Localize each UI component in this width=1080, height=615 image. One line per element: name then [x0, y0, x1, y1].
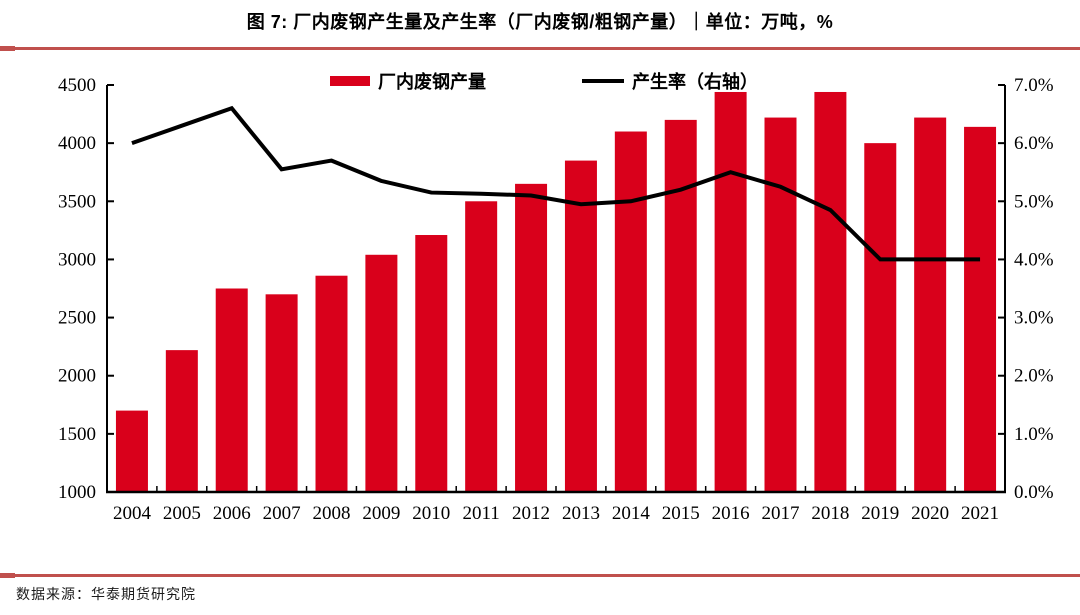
bar-2020 [914, 117, 947, 492]
top-divider [0, 46, 1080, 51]
left-axis-label: 4000 [58, 133, 96, 154]
x-axis-label-2007: 2007 [263, 503, 301, 524]
x-axis-label-2018: 2018 [811, 503, 849, 524]
right-axis-label: 3.0% [1014, 308, 1054, 329]
bar-2010 [415, 235, 448, 492]
x-axis-label-2004: 2004 [113, 503, 152, 524]
right-axis-label: 2.0% [1014, 366, 1054, 387]
right-axis-label: 7.0% [1014, 75, 1054, 96]
bar-series-label: 厂内废钢产量 [378, 72, 486, 92]
bar-2015 [664, 119, 697, 492]
bar-2009 [365, 254, 398, 492]
bottom-divider [0, 573, 1080, 578]
left-axis-label: 1500 [58, 424, 96, 445]
x-axis-label-2012: 2012 [512, 503, 550, 524]
x-axis-label-2019: 2019 [861, 503, 899, 524]
bar-2016 [714, 91, 747, 492]
bar-2012 [515, 183, 548, 493]
bar-2018 [814, 91, 847, 492]
right-axis-label: 5.0% [1014, 191, 1054, 212]
x-axis-label-2006: 2006 [213, 503, 251, 524]
x-axis-label-2010: 2010 [412, 503, 450, 524]
line-series-label: 产生率（右轴） [632, 72, 758, 92]
x-axis-label-2016: 2016 [712, 503, 750, 524]
x-axis-label-2005: 2005 [163, 503, 201, 524]
x-axis-label-2021: 2021 [961, 503, 999, 524]
x-axis-label-2011: 2011 [463, 503, 500, 524]
figure-title: 图 7: 厂内废钢产生量及产生率（厂内废钢/粗钢产量）｜单位：万吨，% [246, 12, 834, 32]
x-axis-label-2015: 2015 [662, 503, 700, 524]
bar-2011 [465, 201, 498, 493]
bar-2004 [115, 410, 148, 492]
left-axis-label: 1000 [58, 482, 96, 503]
left-axis-label: 3000 [58, 249, 96, 270]
bar-2014 [614, 131, 647, 492]
left-axis-label: 3500 [58, 191, 96, 212]
right-axis-label: 4.0% [1014, 249, 1054, 270]
bar-2005 [165, 350, 198, 492]
right-axis-label: 1.0% [1014, 424, 1054, 445]
left-axis-label: 4500 [58, 75, 96, 96]
bar-2021 [964, 126, 997, 492]
x-axis-label-2013: 2013 [562, 503, 600, 524]
bar-2017 [764, 117, 797, 492]
bar-2006 [215, 288, 248, 492]
bar-2007 [265, 294, 298, 492]
x-axis-label-2008: 2008 [313, 503, 351, 524]
right-axis-label: 6.0% [1014, 133, 1054, 154]
bar-series-swatch [330, 76, 370, 86]
data-source-text: 数据来源：华泰期货研究院 [16, 586, 196, 602]
line-series-swatch [582, 79, 624, 83]
bar-2008 [315, 275, 348, 492]
bar-2013 [564, 160, 597, 493]
x-axis-label-2014: 2014 [612, 503, 651, 524]
left-axis-label: 2500 [58, 308, 96, 329]
left-axis-label: 2000 [58, 366, 96, 387]
x-axis-label-2020: 2020 [911, 503, 949, 524]
chart-legend: 厂内废钢产量 产生率（右轴） [330, 68, 758, 94]
x-axis-label-2017: 2017 [762, 503, 800, 524]
rate-line [131, 105, 981, 262]
right-axis-label: 0.0% [1014, 482, 1054, 503]
x-axis-label-2009: 2009 [362, 503, 400, 524]
bar-2019 [864, 143, 897, 492]
